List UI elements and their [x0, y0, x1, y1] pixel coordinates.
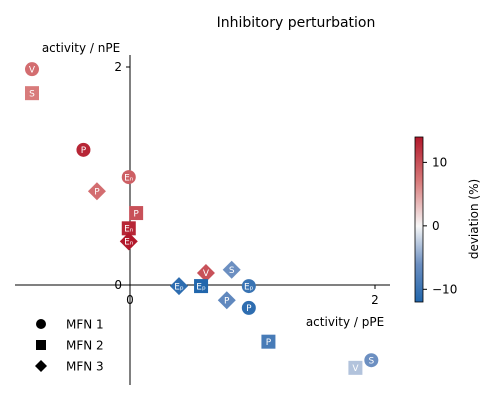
x-tick-label: 2 [371, 293, 379, 307]
colorbar-tick-label: 0 [432, 219, 440, 233]
data-point-diamond [222, 260, 241, 279]
data-point-circle [25, 62, 39, 77]
data-point-label: P [94, 187, 100, 197]
colorbar-tick-label: −10 [432, 282, 457, 296]
data-point-label: Eₚ [244, 282, 254, 292]
legend-marker-square [36, 340, 46, 350]
legend-entry-label: MFN 1 [66, 318, 104, 332]
data-point-circle [241, 279, 256, 294]
colorbar-ticks: 10 0 −10 [423, 155, 457, 296]
legend-entry-label: MFN 2 [66, 339, 104, 353]
data-point-label: P [133, 209, 139, 219]
data-point-label: P [266, 338, 272, 348]
x-axis-label: activity / pPE [306, 315, 384, 329]
legend-marker-circle [36, 319, 46, 329]
data-point-circle [76, 142, 91, 157]
data-point-label: P [246, 304, 252, 314]
axis-ticks: 0 2 0 2 [114, 60, 378, 307]
data-point-diamond [119, 232, 138, 251]
data-point-circle [121, 170, 136, 185]
data-point-label: V [29, 65, 36, 75]
data-point-diamond [196, 264, 215, 283]
x-tick-label: 0 [126, 293, 134, 307]
data-point-label: P [81, 146, 87, 156]
y-tick-label: 2 [114, 60, 122, 74]
data-point-diamond [87, 182, 106, 201]
data-point-square [129, 206, 144, 221]
data-point-diamond [170, 277, 188, 296]
data-point-circle [364, 353, 379, 368]
data-point-label: Eₙ [124, 238, 134, 248]
data-point-label: Eₙ [124, 173, 134, 183]
y-axis-label: activity / nPE [42, 41, 120, 55]
chart-title: Inhibitory perturbation [217, 15, 376, 31]
data-point-circle [241, 300, 256, 315]
legend-marker-diamond [35, 360, 47, 372]
data-point-square [261, 334, 276, 349]
data-point-label: S [229, 266, 235, 276]
y-tick-label: 0 [114, 278, 122, 292]
legend: MFN 1 MFN 2 MFN 3 [35, 318, 104, 374]
data-point-label: V [203, 269, 210, 279]
data-point-label: Eₚ [196, 282, 206, 292]
data-point-square [348, 360, 363, 375]
data-point-label: Eₙ [124, 225, 134, 235]
data-point-square [194, 279, 209, 294]
colorbar-label: deviation (%) [467, 179, 481, 259]
data-point-label: V [352, 364, 359, 374]
legend-entry-label: MFN 3 [66, 360, 104, 374]
data-point-square [25, 86, 39, 101]
colorbar-tick-label: 10 [432, 155, 447, 169]
data-point-diamond [217, 291, 236, 310]
data-point-label: S [29, 89, 35, 99]
colorbar [414, 136, 424, 303]
data-point-label: Eₚ [174, 282, 184, 292]
data-point-label: P [224, 296, 230, 306]
data-point-square [121, 221, 136, 236]
data-point-label: S [368, 356, 374, 366]
